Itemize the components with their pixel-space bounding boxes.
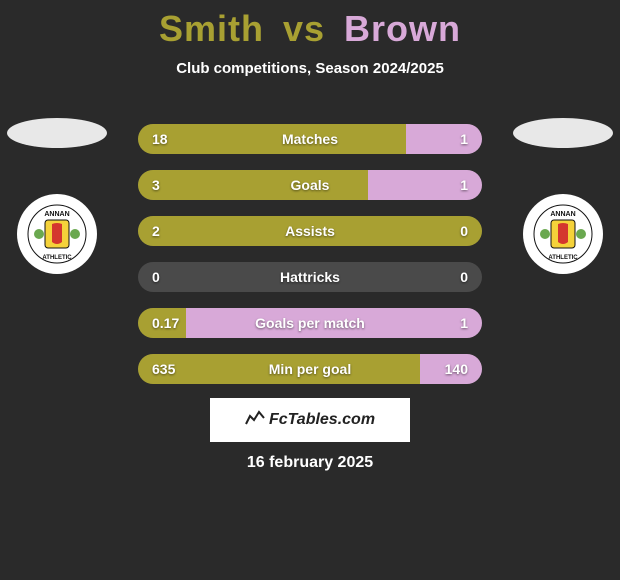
stat-label: Goals per match [138,308,482,338]
vs-text: vs [283,8,325,49]
watermark: FcTables.com [210,398,410,442]
svg-text:ATHLETIC: ATHLETIC [548,255,578,261]
stat-label: Goals [138,170,482,200]
player1-club-badge: ANNAN ATHLETIC [17,194,97,274]
svg-text:ANNAN: ANNAN [550,211,575,218]
stat-row: 00Hattricks [138,262,482,292]
player1-name: Smith [159,8,264,49]
club-crest-icon: ANNAN ATHLETIC [27,204,87,264]
player2-club-badge: ANNAN ATHLETIC [523,194,603,274]
stats-bars: 181Matches 31Goals 20Assists 00Hattricks 0.1… [138,124,482,400]
date: 16 february 2025 [0,454,620,472]
watermark-text: FcTables.com [269,411,375,429]
player1-side: ANNAN ATHLETIC [2,118,112,274]
player2-silhouette [513,118,613,148]
stat-row: 635140Min per goal [138,354,482,384]
stat-row: 20Assists [138,216,482,246]
player2-name: Brown [344,8,461,49]
watermark-icon [245,410,265,431]
svg-text:ANNAN: ANNAN [44,211,69,218]
stat-label: Assists [138,216,482,246]
subtitle: Club competitions, Season 2024/2025 [0,60,620,77]
stat-row: 31Goals [138,170,482,200]
stat-label: Min per goal [138,354,482,384]
stat-row: 181Matches [138,124,482,154]
stat-label: Matches [138,124,482,154]
stat-row: 0.171Goals per match [138,308,482,338]
svg-text:ATHLETIC: ATHLETIC [42,255,72,261]
stat-label: Hattricks [138,262,482,292]
comparison-title: Smith vs Brown [0,0,620,50]
club-crest-icon: ANNAN ATHLETIC [533,204,593,264]
player2-side: ANNAN ATHLETIC [508,118,618,274]
player1-silhouette [7,118,107,148]
